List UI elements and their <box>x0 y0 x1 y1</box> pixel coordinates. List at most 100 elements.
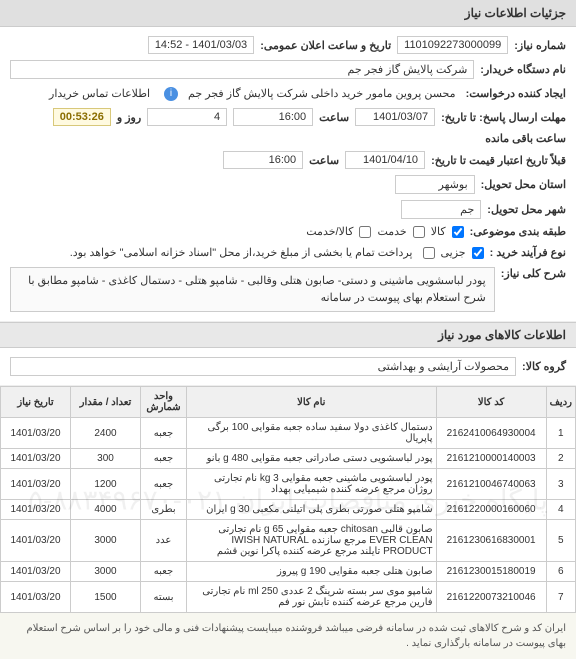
cell-date: 1401/03/20 <box>1 449 71 469</box>
cell-qty: 1500 <box>71 582 141 613</box>
purchase-type-label: نوع فرآیند خرید : <box>490 246 566 259</box>
cell-idx: 2 <box>546 449 575 469</box>
days-value: 4 <box>147 108 227 126</box>
cell-name: صابون هتلی جعبه مقوایی g 190 پیروز <box>187 562 437 582</box>
info-icon[interactable]: i <box>164 87 178 101</box>
category-label: طبقه بندی موضوعی: <box>470 225 566 238</box>
requester-value: محسن پروین مامور خرید داخلی شرکت پالایش … <box>184 85 460 102</box>
purchase-note-checkbox[interactable] <box>423 247 435 259</box>
reply-deadline-label: مهلت ارسال پاسخ: تا تاریخ: <box>441 111 566 124</box>
cell-unit: جعبه <box>141 418 187 449</box>
table-row: 22161210000140003پودر لباسشویی دستی صادر… <box>1 449 576 469</box>
cell-code: 2161230616830001 <box>436 520 546 562</box>
cell-code: 2161210000140003 <box>436 449 546 469</box>
cat-goods-checkbox[interactable] <box>452 226 464 238</box>
goods-table-wrap: پایگاه خبری مناقصات ایران ۰۲۱-۸۸۳۴۹۶۷۰-۵… <box>0 386 576 613</box>
cell-idx: 5 <box>546 520 575 562</box>
th-idx: ردیف <box>546 387 575 418</box>
cell-name: شامپو موی سر بسته شرینگ 2 عددی ml 250 نا… <box>187 582 437 613</box>
delivery-province-label: استان محل تحویل: <box>481 178 566 191</box>
cell-name: پودر لباسشویی ماشینی جعبه مقوایی kg 3 نا… <box>187 469 437 500</box>
th-qty: تعداد / مقدار <box>71 387 141 418</box>
cell-code: 2161220000160060 <box>436 500 546 520</box>
cell-idx: 1 <box>546 418 575 449</box>
purchase-note: پرداخت تمام یا بخشی از مبلغ خرید،از محل … <box>66 244 417 261</box>
need-number-label: شماره نیاز: <box>514 39 566 52</box>
cell-idx: 4 <box>546 500 575 520</box>
cell-date: 1401/03/20 <box>1 418 71 449</box>
cell-qty: 2400 <box>71 418 141 449</box>
table-row: 72161220073210046شامپو موی سر بسته شرینگ… <box>1 582 576 613</box>
days-label: روز و <box>117 111 141 124</box>
cat-service-checkbox[interactable] <box>413 226 425 238</box>
cell-idx: 3 <box>546 469 575 500</box>
goods-group-label: گروه کالا: <box>522 360 566 373</box>
goods-table: ردیف کد کالا نام کالا واحد شمارش تعداد /… <box>0 386 576 613</box>
reply-deadline-time: 16:00 <box>233 108 313 126</box>
validity-label: قبلاً تاریخ اعتبار قیمت تا تاریخ: <box>431 154 566 167</box>
reply-deadline-date: 1401/03/07 <box>355 108 435 126</box>
cell-name: شامپو هتلی صورتی بطری پلی اتیلنی مکعبی g… <box>187 500 437 520</box>
cell-unit: عدد <box>141 520 187 562</box>
table-row: 12162410064930004دستمال کاغذی دولا سفید … <box>1 418 576 449</box>
delivery-city-label: شهر محل تحویل: <box>487 203 566 216</box>
cell-qty: 1200 <box>71 469 141 500</box>
cell-date: 1401/03/20 <box>1 469 71 500</box>
purchase-jozii-label: جزیی <box>441 246 466 259</box>
cat-goods-service-label: کالا/خدمت <box>306 225 353 238</box>
cell-name: صابون قالبی chitosan جعبه مقوایی g 65 نا… <box>187 520 437 562</box>
reply-deadline-time-label: ساعت <box>319 111 349 124</box>
goods-group-value: محصولات آرایشی و بهداشتی <box>10 357 516 376</box>
buyer-info-label[interactable]: اطلاعات تماس خریدار <box>45 85 154 102</box>
public-datetime-value: 1401/03/03 - 14:52 <box>148 36 254 54</box>
cell-unit: جعبه <box>141 469 187 500</box>
cat-goods-label: کالا <box>431 225 446 238</box>
cell-idx: 7 <box>546 582 575 613</box>
table-row: 42161220000160060شامپو هتلی صورتی بطری پ… <box>1 500 576 520</box>
cat-goods-service-checkbox[interactable] <box>359 226 371 238</box>
cell-qty: 3000 <box>71 562 141 582</box>
remaining-timer: 00:53:26 <box>53 108 111 126</box>
validity-date: 1401/04/10 <box>345 151 425 169</box>
footer-note: ایران کد و شرح کالاهای ثبت شده در سامانه… <box>0 613 576 659</box>
cell-qty: 4000 <box>71 500 141 520</box>
cat-service-label: خدمت <box>377 225 406 238</box>
purchase-jozii-checkbox[interactable] <box>472 247 484 259</box>
buyer-org-label: نام دستگاه خریدار: <box>480 63 566 76</box>
cell-date: 1401/03/20 <box>1 562 71 582</box>
table-row: 52161230616830001صابون قالبی chitosan جع… <box>1 520 576 562</box>
cell-unit: جعبه <box>141 449 187 469</box>
th-code: کد کالا <box>436 387 546 418</box>
cell-unit: بطری <box>141 500 187 520</box>
requester-label: ایجاد کننده درخواست: <box>466 87 566 100</box>
th-name: نام کالا <box>187 387 437 418</box>
cell-code: 2161210046740063 <box>436 469 546 500</box>
remaining-label: ساعت باقی مانده <box>485 132 566 145</box>
table-row: 62161230015180019صابون هتلی جعبه مقوایی … <box>1 562 576 582</box>
cell-qty: 300 <box>71 449 141 469</box>
th-date: تاریخ نیاز <box>1 387 71 418</box>
table-row: 32161210046740063پودر لباسشویی ماشینی جع… <box>1 469 576 500</box>
cell-name: دستمال کاغذی دولا سفید ساده جعبه مقوایی … <box>187 418 437 449</box>
delivery-city: جم <box>401 200 481 219</box>
cell-unit: بسته <box>141 582 187 613</box>
cell-name: پودر لباسشویی دستی صادراتی جعبه مقوایی g… <box>187 449 437 469</box>
need-number-value: 1101092273000099 <box>397 36 508 54</box>
cell-code: 2161230015180019 <box>436 562 546 582</box>
cell-code: 2161220073210046 <box>436 582 546 613</box>
th-unit: واحد شمارش <box>141 387 187 418</box>
cell-qty: 3000 <box>71 520 141 562</box>
validity-time-label: ساعت <box>309 154 339 167</box>
delivery-province: بوشهر <box>395 175 475 194</box>
cell-code: 2162410064930004 <box>436 418 546 449</box>
public-datetime-label: تاریخ و ساعت اعلان عمومی: <box>260 39 391 52</box>
buyer-org-value: شرکت پالایش گاز فجر جم <box>10 60 474 79</box>
cell-unit: جعبه <box>141 562 187 582</box>
page-title: جزئیات اطلاعات نیاز <box>465 6 566 20</box>
cell-date: 1401/03/20 <box>1 582 71 613</box>
cell-date: 1401/03/20 <box>1 520 71 562</box>
general-desc-value: پودر لباسشویی ماشینی و دستی- صابون هتلی … <box>10 267 495 312</box>
cell-idx: 6 <box>546 562 575 582</box>
goods-section-title: اطلاعات کالاهای مورد نیاز <box>0 322 576 348</box>
cell-date: 1401/03/20 <box>1 500 71 520</box>
